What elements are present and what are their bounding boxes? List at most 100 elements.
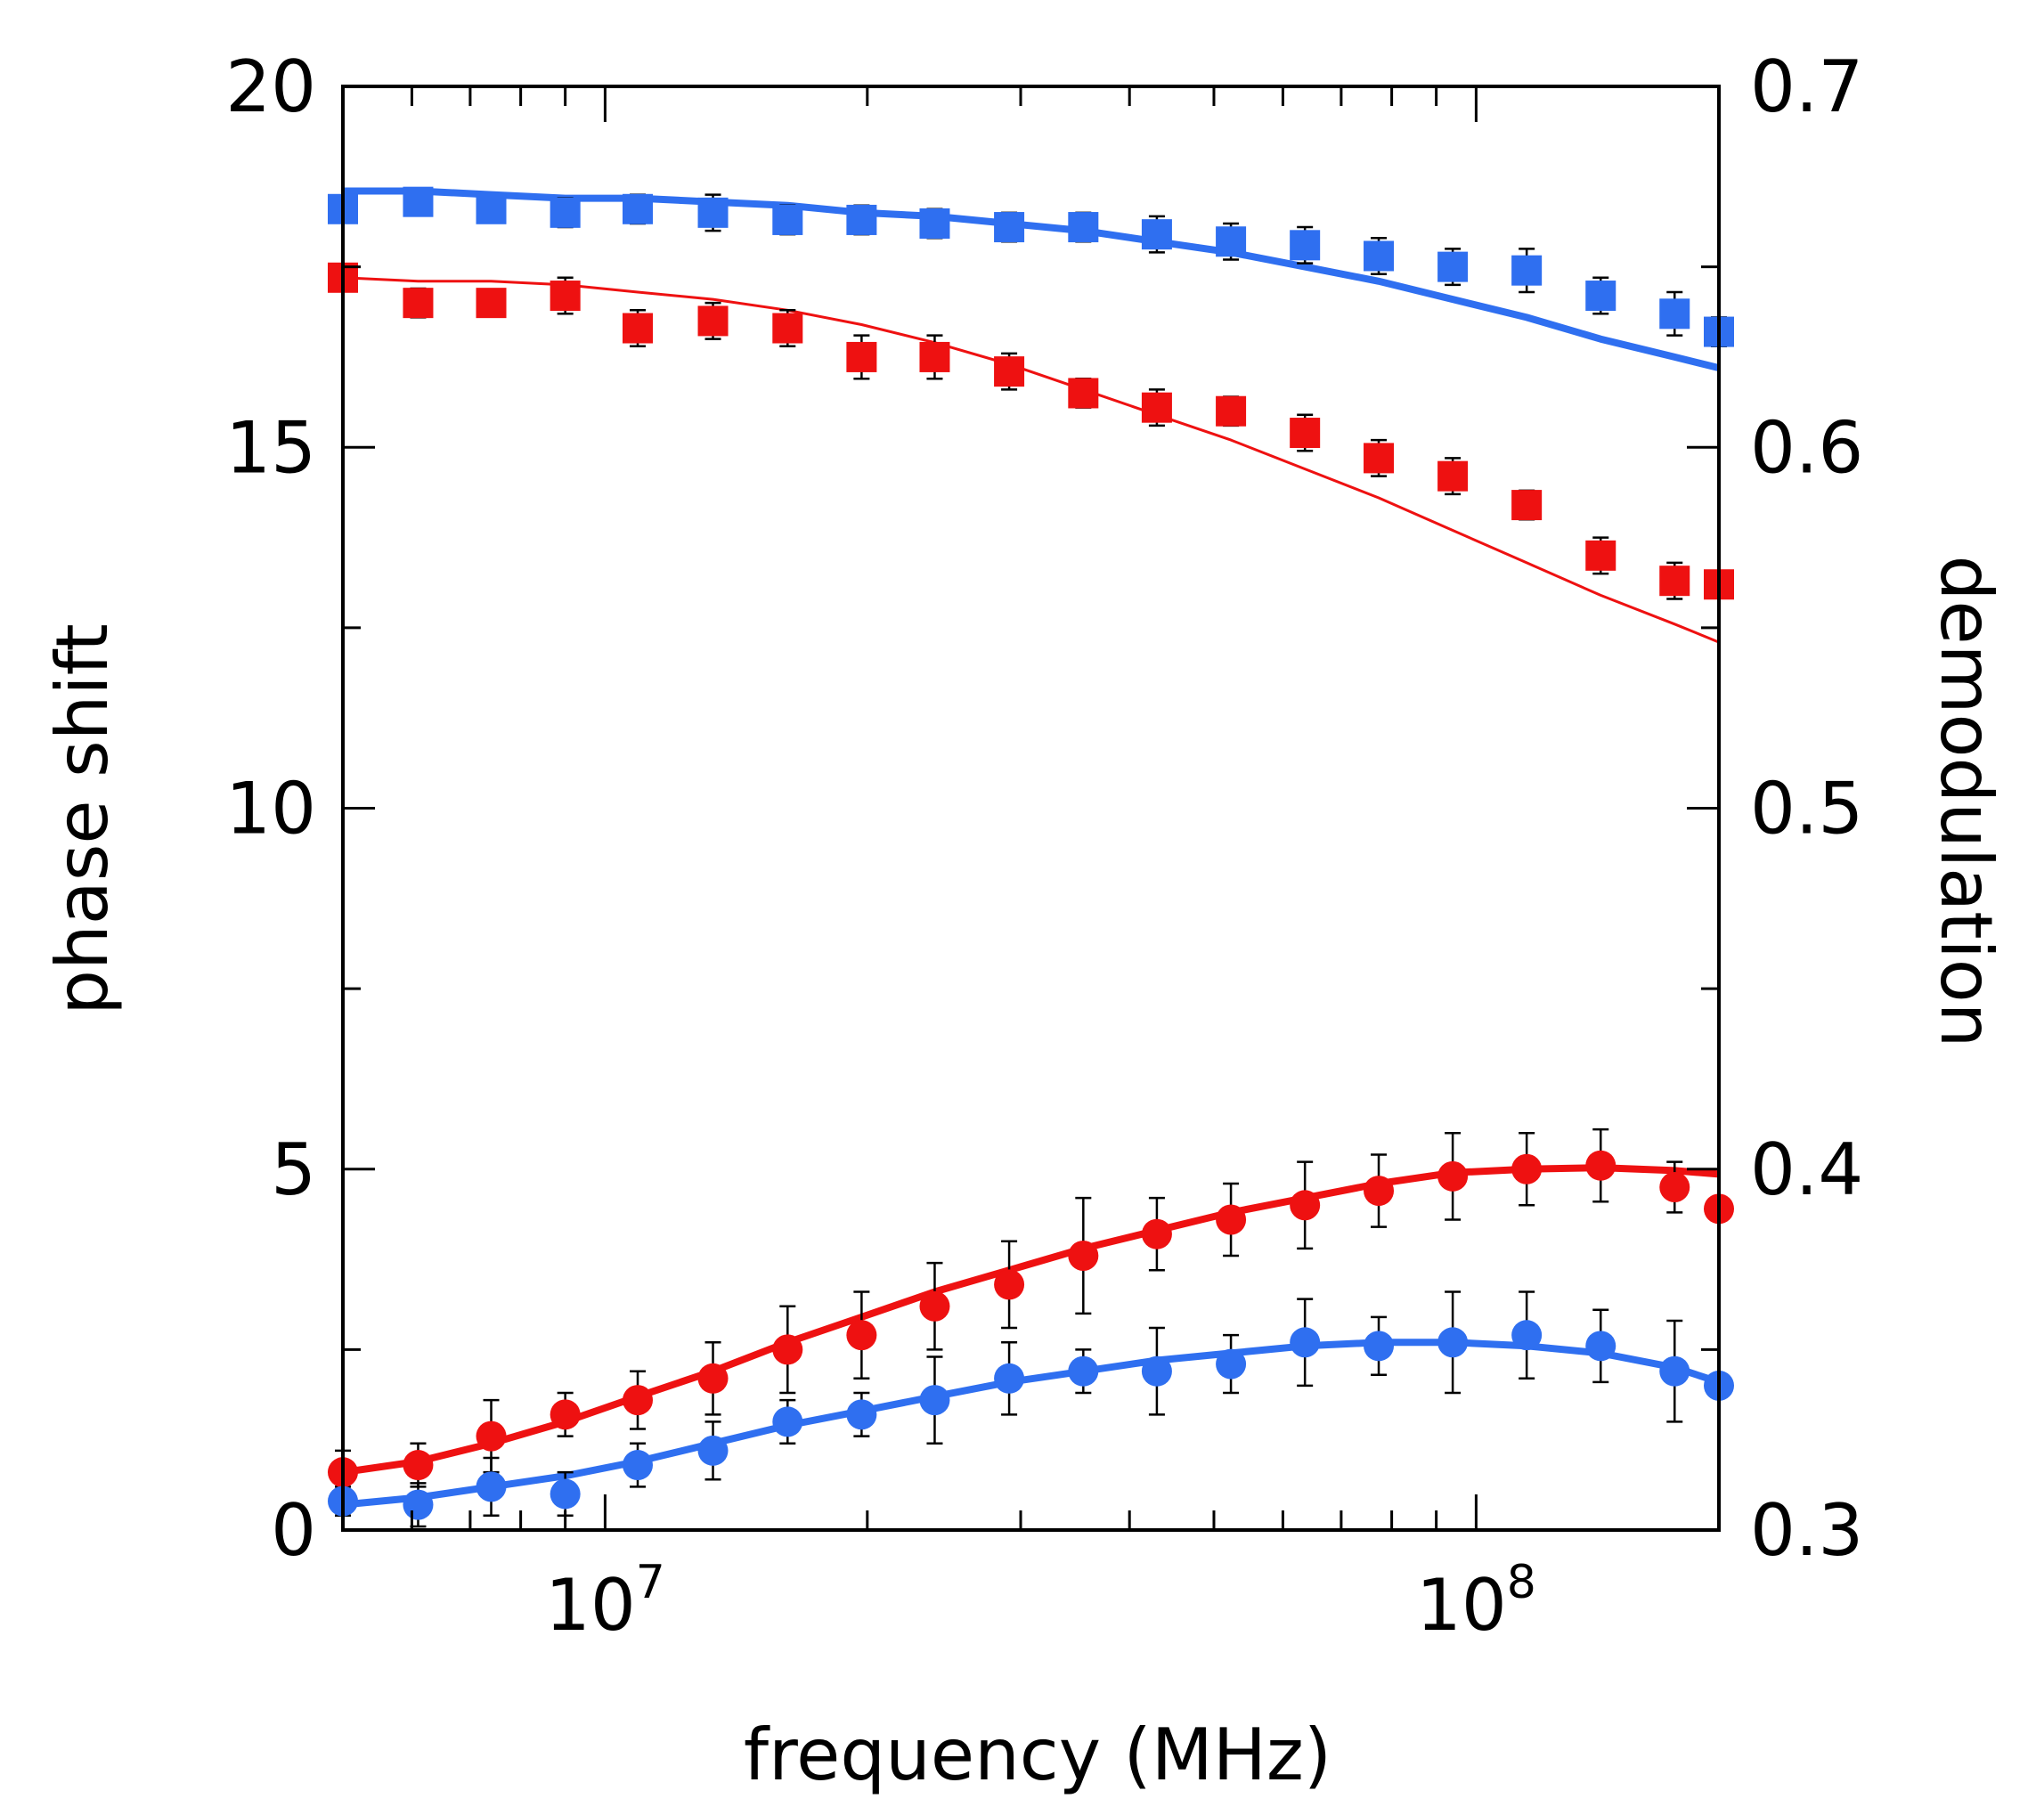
circle-marker	[697, 1363, 729, 1394]
square-marker	[846, 204, 877, 235]
square-marker	[1585, 281, 1616, 312]
x-tick-label-exponent: 7	[636, 1556, 665, 1609]
circle-marker	[772, 1406, 803, 1437]
y-left-tick-label: 20	[225, 45, 316, 128]
circle-marker	[476, 1420, 507, 1452]
square-marker	[772, 204, 803, 235]
square-marker	[697, 197, 729, 228]
circle-marker	[623, 1450, 654, 1481]
circle-marker	[846, 1399, 877, 1430]
axis-ticks	[341, 85, 1719, 1532]
square-marker	[1068, 378, 1099, 409]
x-tick-label-exponent: 8	[1507, 1556, 1536, 1609]
square-marker	[1585, 540, 1616, 571]
square-marker	[1437, 251, 1469, 282]
circle-marker	[1141, 1218, 1172, 1249]
circle-marker	[1585, 1150, 1616, 1181]
y-left-tick-label: 5	[271, 1128, 316, 1211]
square-marker	[994, 356, 1025, 387]
square-marker	[403, 186, 434, 217]
x-tick-label-base: 10	[545, 1564, 636, 1647]
circle-marker	[623, 1385, 654, 1416]
y-right-tick-label: 0.6	[1750, 406, 1863, 489]
square-marker	[1364, 443, 1395, 474]
circle-marker	[994, 1269, 1025, 1300]
square-marker	[1364, 240, 1395, 272]
circle-marker	[1659, 1355, 1690, 1387]
square-marker	[1511, 255, 1543, 286]
circle-marker	[994, 1363, 1025, 1394]
square-marker	[476, 288, 507, 319]
circle-marker	[403, 1450, 434, 1481]
circle-marker	[919, 1290, 950, 1322]
fit-line-4	[342, 1339, 1721, 1509]
y-right-tick-label: 0.5	[1750, 768, 1863, 851]
circle-marker	[1141, 1355, 1172, 1387]
y-left-tick-label: 10	[225, 768, 316, 851]
circle-marker	[1364, 1176, 1395, 1207]
square-marker	[919, 208, 950, 239]
circle-marker	[919, 1385, 950, 1416]
y-left-tick-label: 0	[271, 1489, 316, 1572]
square-marker	[697, 305, 729, 337]
y-right-tick-label: 0.7	[1750, 45, 1863, 128]
circle-marker	[772, 1334, 803, 1365]
y-axis-left-title: phase shift	[41, 623, 124, 1015]
square-marker	[1141, 219, 1172, 250]
y-right-tick-label: 0.3	[1750, 1489, 1863, 1572]
circle-marker	[476, 1471, 507, 1502]
circle-marker	[1068, 1355, 1099, 1387]
data-markers	[328, 186, 1734, 1520]
y-left-tick-label: 15	[225, 406, 316, 489]
circle-marker	[1216, 1204, 1247, 1235]
square-marker	[994, 212, 1025, 243]
square-marker	[1290, 418, 1321, 449]
fit-lines	[342, 187, 1721, 1509]
circle-marker	[550, 1478, 581, 1510]
square-marker	[476, 193, 507, 224]
fit-line-3	[342, 1164, 1720, 1477]
square-marker	[1141, 392, 1172, 423]
circle-marker	[697, 1435, 729, 1466]
circle-marker	[1437, 1160, 1469, 1192]
square-marker	[403, 288, 434, 319]
square-marker	[1216, 226, 1247, 257]
circle-marker	[1290, 1190, 1321, 1221]
square-marker	[919, 341, 950, 372]
square-marker	[623, 193, 654, 224]
circle-marker	[403, 1489, 434, 1520]
plot-frame	[341, 85, 1721, 1532]
square-marker	[623, 313, 654, 344]
square-marker	[1437, 460, 1469, 492]
x-axis-title: frequency (MHz)	[744, 1713, 1331, 1796]
circle-marker	[550, 1399, 581, 1430]
circle-marker	[1437, 1327, 1469, 1358]
square-marker	[1511, 490, 1543, 521]
circle-marker	[1511, 1320, 1543, 1351]
fit-line-2	[342, 276, 1720, 644]
square-marker	[1216, 395, 1247, 427]
circle-marker	[1585, 1331, 1616, 1362]
circle-marker	[1364, 1331, 1395, 1362]
square-marker	[846, 341, 877, 372]
x-tick-label: 107	[545, 1556, 665, 1647]
square-marker	[550, 281, 581, 312]
square-marker	[1290, 230, 1321, 261]
plot-border	[341, 85, 1721, 1532]
x-tick-label-base: 10	[1416, 1564, 1507, 1647]
square-marker	[1659, 298, 1690, 330]
circle-marker	[1216, 1348, 1247, 1380]
circle-marker	[1511, 1153, 1543, 1184]
circle-marker	[1659, 1172, 1690, 1203]
square-marker	[1068, 212, 1099, 243]
square-marker	[1659, 566, 1690, 597]
x-tick-label: 108	[1416, 1556, 1536, 1647]
square-marker	[772, 313, 803, 344]
y-axis-right-title: demodulation	[1925, 556, 2007, 1048]
circle-marker	[846, 1320, 877, 1351]
circle-marker	[1068, 1241, 1099, 1272]
square-marker	[550, 197, 581, 228]
y-right-tick-label: 0.4	[1750, 1128, 1863, 1211]
